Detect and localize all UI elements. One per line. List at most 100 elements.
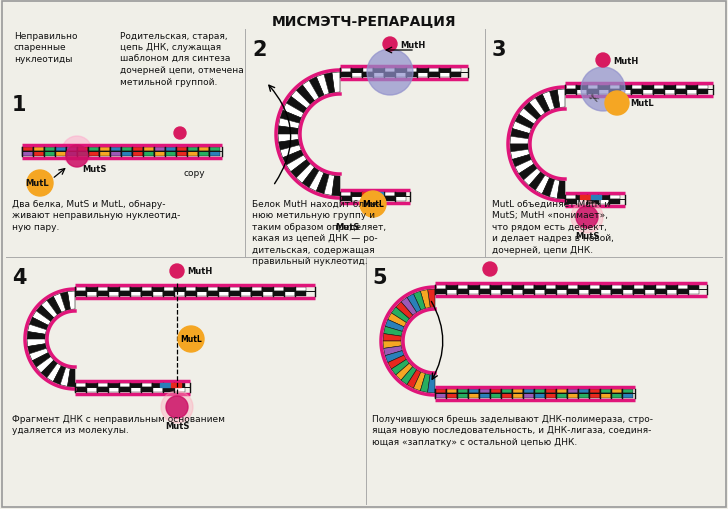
Bar [697, 86, 708, 90]
Text: МИСМЭТЧ-РЕПАРАЦИЯ: МИСМЭТЧ-РЕПАРАЦИЯ [272, 14, 456, 28]
Polygon shape [53, 294, 66, 313]
Bar [44, 152, 55, 156]
Bar [218, 292, 229, 296]
Polygon shape [388, 355, 406, 370]
Bar [631, 86, 641, 90]
Bar [479, 285, 490, 290]
Bar [119, 287, 130, 292]
Bar [198, 152, 209, 156]
Bar [152, 292, 162, 296]
Text: Родительская, старая,
цепь ДНК, служащая
шаблоном для синтеза
дочерней цепи, отм: Родительская, старая, цепь ДНК, служащая… [120, 32, 244, 87]
Bar [363, 192, 373, 196]
Text: MutS: MutS [335, 222, 360, 232]
Bar [677, 285, 688, 290]
Bar [87, 287, 97, 292]
Text: MutS: MutS [82, 165, 106, 174]
Polygon shape [32, 353, 51, 367]
Circle shape [170, 265, 184, 278]
Bar [644, 290, 654, 294]
Bar [587, 200, 598, 204]
Bar [457, 389, 467, 393]
Polygon shape [324, 175, 335, 196]
Bar [435, 285, 446, 290]
Bar [622, 393, 633, 398]
Circle shape [66, 146, 88, 167]
Bar [589, 389, 600, 393]
Bar [262, 287, 273, 292]
Bar [664, 86, 675, 90]
Bar [251, 292, 261, 296]
Bar [653, 90, 664, 94]
Polygon shape [529, 99, 545, 117]
Polygon shape [53, 366, 66, 385]
Bar [612, 393, 622, 398]
Bar [165, 152, 175, 156]
Bar [655, 285, 665, 290]
Polygon shape [41, 360, 58, 378]
Bar [609, 200, 620, 204]
Bar [577, 195, 587, 200]
Bar [598, 86, 609, 90]
Bar [587, 90, 598, 94]
Polygon shape [282, 104, 304, 119]
Bar [534, 393, 545, 398]
Bar [130, 287, 141, 292]
Polygon shape [286, 156, 306, 173]
Polygon shape [420, 374, 430, 393]
Bar [108, 383, 119, 387]
Bar [111, 147, 121, 152]
Bar [363, 73, 373, 77]
Bar [174, 387, 185, 392]
Bar [210, 147, 220, 152]
Polygon shape [519, 165, 537, 181]
Bar [566, 195, 576, 200]
Bar [589, 290, 600, 294]
Bar [384, 73, 395, 77]
Polygon shape [401, 298, 416, 316]
Text: 1: 1 [12, 95, 26, 115]
Polygon shape [36, 357, 54, 373]
Bar [653, 86, 664, 90]
Bar [384, 68, 395, 73]
Bar [566, 86, 576, 90]
Bar [108, 387, 119, 392]
Bar [451, 68, 461, 73]
Polygon shape [316, 174, 329, 194]
Bar [577, 86, 587, 90]
Bar [119, 292, 130, 296]
Polygon shape [41, 301, 58, 318]
Bar [174, 383, 185, 387]
Bar [479, 389, 490, 393]
Bar [88, 152, 99, 156]
Polygon shape [28, 325, 47, 334]
Polygon shape [290, 91, 310, 109]
Bar [676, 90, 686, 94]
Bar [23, 152, 33, 156]
Bar [152, 287, 162, 292]
Polygon shape [280, 146, 301, 158]
Polygon shape [385, 320, 404, 332]
Polygon shape [280, 111, 301, 124]
Circle shape [27, 171, 53, 196]
Polygon shape [510, 137, 529, 145]
Bar [98, 292, 108, 296]
Bar [468, 393, 479, 398]
Bar [676, 86, 686, 90]
Bar [240, 287, 250, 292]
Bar [198, 147, 209, 152]
Circle shape [596, 54, 610, 68]
Bar [620, 86, 630, 90]
Bar [99, 147, 110, 152]
Bar [163, 287, 174, 292]
Bar [87, 292, 97, 296]
Bar [523, 285, 534, 290]
Polygon shape [396, 363, 413, 381]
Bar [296, 292, 306, 296]
Bar [545, 290, 555, 294]
Text: Получившуюся брешь заделывают ДНК-полимераза, стро-
ящая новую последовательност: Получившуюся брешь заделывают ДНК-полиме… [372, 414, 653, 446]
Bar [479, 393, 490, 398]
Bar [44, 147, 55, 152]
Bar [502, 290, 512, 294]
Bar [98, 383, 108, 387]
Polygon shape [316, 75, 329, 96]
